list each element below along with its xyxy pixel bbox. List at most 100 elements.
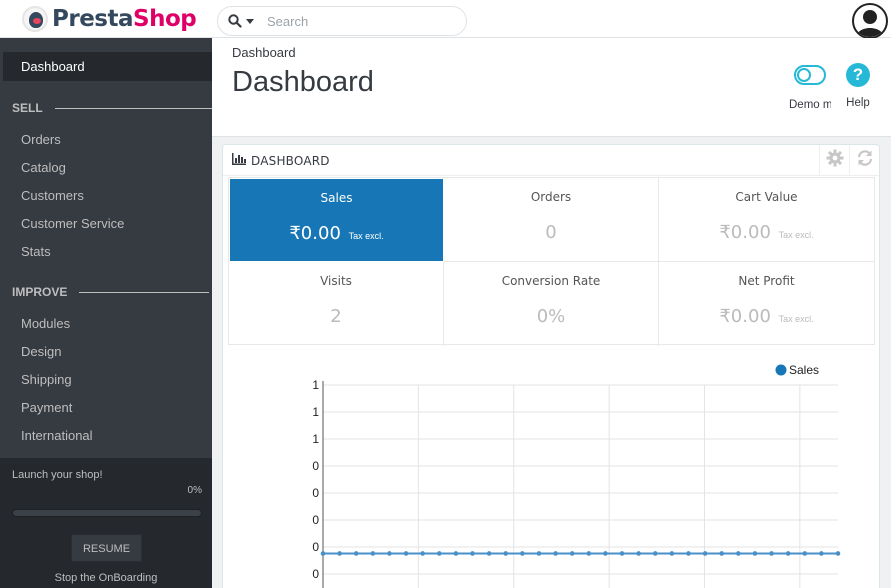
search-icon[interactable] (228, 13, 244, 29)
kpi-visits[interactable]: Visits 2 (229, 262, 444, 346)
help-icon: ? (846, 63, 870, 87)
sales-line-chart: 1 1 1 0 0 0 0 0 Sales (312, 363, 841, 588)
sales-data-point (353, 551, 359, 556)
sidebar-item-payment[interactable]: Payment (21, 400, 73, 415)
panel-title: DASHBOARD (232, 153, 330, 168)
kpi-value-number: ₹0.00 (719, 306, 771, 327)
page-header: Dashboard Dashboard Demo m ? Help (212, 38, 891, 137)
sidebar-item-design[interactable]: Design (21, 344, 62, 359)
sales-data-point (536, 551, 542, 556)
sidebar-item-orders[interactable]: Orders (21, 132, 61, 147)
divider (79, 291, 210, 293)
gear-icon (826, 149, 844, 172)
user-avatar[interactable] (852, 3, 888, 39)
y-tick-label: 0 (312, 513, 319, 527)
top-header: PrestaShop (0, 0, 891, 39)
chevron-down-icon[interactable] (246, 18, 254, 24)
sidebar-item-stats[interactable]: Stats (21, 244, 51, 259)
refresh-button[interactable] (849, 145, 879, 176)
prestashop-logo[interactable]: PrestaShop (22, 6, 197, 32)
sales-data-point (420, 551, 425, 556)
legend-sales-label: Sales (789, 363, 819, 377)
kpi-conversion-rate[interactable]: Conversion Rate 0% (444, 262, 659, 346)
kpi-value: ₹0.00 Tax excl. (659, 306, 874, 327)
kpi-cart-value[interactable]: Cart Value ₹0.00 Tax excl. (659, 178, 874, 262)
sales-data-point (686, 551, 691, 556)
sidebar-item-modules[interactable]: Modules (21, 316, 71, 331)
sidebar-item-dashboard[interactable]: Dashboard (3, 52, 212, 81)
sales-data-point (337, 551, 342, 556)
toggle-icon (794, 65, 826, 85)
sales-data-point (652, 551, 658, 556)
y-tick-label: 0 (312, 486, 319, 500)
sales-data-point (569, 551, 575, 556)
sales-data-point (835, 551, 841, 556)
sales-data-point (785, 551, 791, 556)
sidebar-item-customer-service[interactable]: Customer Service (21, 216, 125, 231)
sales-data-point (752, 551, 758, 556)
sales-data-point (453, 551, 459, 556)
sales-data-point (669, 551, 675, 556)
sales-data-point (736, 551, 741, 556)
y-tick-label: 1 (312, 405, 319, 419)
sales-data-point (603, 551, 608, 556)
panel-title-text: DASHBOARD (251, 153, 330, 168)
sales-data-point (619, 551, 625, 556)
help-button[interactable]: ? Help (842, 63, 874, 109)
kpi-label: Sales (320, 191, 353, 205)
kpi-value: 2 (229, 306, 443, 327)
search-bar (217, 6, 467, 36)
sidebar-section-sell: SELL (12, 101, 213, 115)
puffin-logo-icon (22, 6, 48, 32)
kpi-net-profit[interactable]: Net Profit ₹0.00 Tax excl. (659, 262, 874, 346)
kpi-value-number: ₹0.00 (719, 222, 771, 243)
stop-onboarding-link[interactable]: Stop the OnBoarding (54, 572, 158, 584)
kpi-suffix: Tax excl. (778, 230, 814, 240)
kpi-value-number: 0% (536, 306, 566, 327)
sidebar-item-shipping[interactable]: Shipping (21, 372, 72, 387)
help-label: Help (846, 97, 870, 109)
sales-data-point (553, 551, 558, 556)
kpi-value: ₹0.00 Tax excl. (230, 223, 443, 244)
sales-data-point (520, 551, 525, 556)
kpi-suffix: Tax excl. (348, 231, 384, 241)
sales-data-point (702, 551, 708, 556)
kpi-value-number: ₹0.00 (289, 223, 341, 244)
kpi-value: 0% (444, 306, 658, 327)
resume-button[interactable]: RESUME (71, 534, 142, 562)
sales-data-point (719, 551, 725, 556)
kpi-sales[interactable]: Sales ₹0.00 Tax excl. (229, 178, 444, 262)
kpi-orders[interactable]: Orders 0 (444, 178, 659, 262)
kpi-label: Visits (320, 274, 352, 288)
sidebar-item-international[interactable]: International (21, 428, 93, 443)
page-title: Dashboard (232, 66, 374, 98)
logo-text: PrestaShop (52, 6, 197, 32)
kpi-value: 0 (444, 222, 658, 243)
sales-data-point (436, 551, 442, 556)
onboarding-title: Launch your shop! (12, 469, 103, 481)
kpi-suffix: Tax excl. (778, 314, 814, 324)
sales-data-point (586, 551, 592, 556)
y-tick-label: 1 (312, 378, 319, 392)
configure-button[interactable] (819, 145, 849, 176)
breadcrumb[interactable]: Dashboard (232, 45, 296, 60)
panel-header: DASHBOARD (223, 145, 879, 176)
refresh-icon (856, 149, 874, 172)
bar-chart-icon (232, 153, 246, 168)
sales-data-point (387, 551, 392, 556)
y-tick-label: 1 (312, 432, 319, 446)
sidebar-item-customers[interactable]: Customers (21, 188, 84, 203)
demo-mode-label: Demo m (789, 99, 831, 111)
sales-data-point (503, 551, 509, 556)
y-tick-label: 0 (312, 459, 319, 473)
sidebar: Dashboard SELL Orders Catalog Customers … (0, 38, 213, 588)
demo-mode-toggle[interactable]: Demo m (785, 65, 835, 111)
sidebar-section-improve: IMPROVE (12, 285, 210, 299)
sales-data-point (403, 551, 409, 556)
search-input[interactable] (267, 13, 447, 29)
kpi-value: ₹0.00 Tax excl. (659, 222, 874, 243)
y-tick-label: 0 (312, 540, 319, 554)
sidebar-item-catalog[interactable]: Catalog (21, 160, 66, 175)
y-tick-label: 0 (312, 567, 319, 581)
onboarding-progress-label: 0% (187, 485, 202, 496)
